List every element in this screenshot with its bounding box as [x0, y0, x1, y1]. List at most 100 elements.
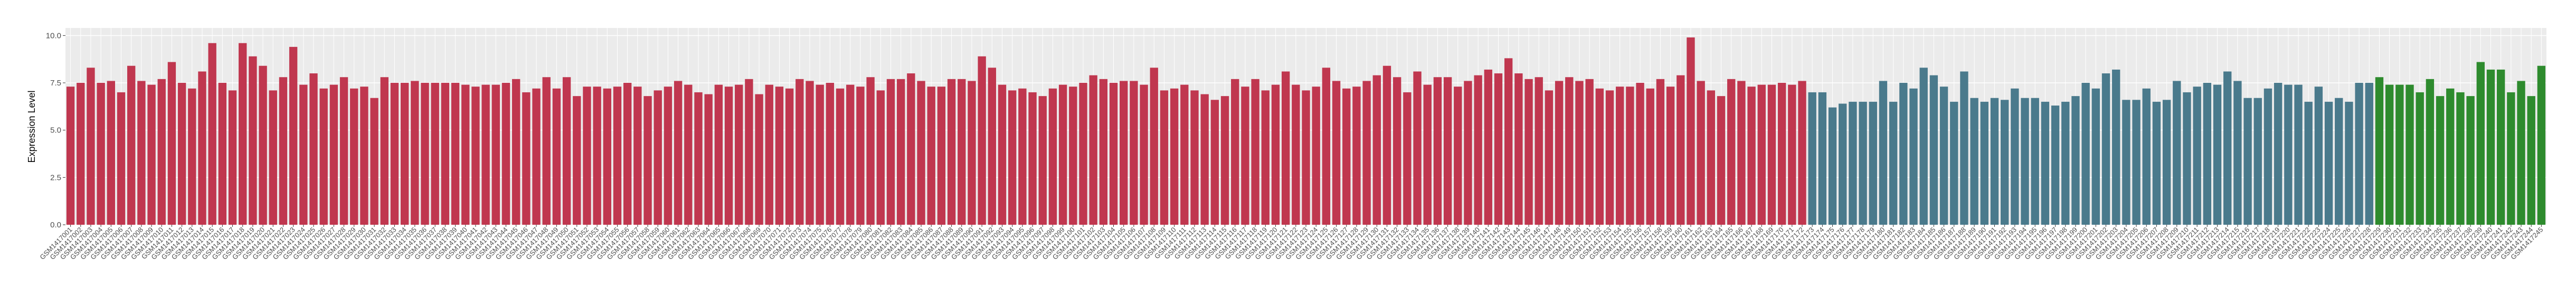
bar	[1464, 81, 1472, 225]
bar	[1048, 88, 1057, 225]
bar	[421, 83, 429, 225]
bar	[249, 56, 257, 225]
bar	[1677, 75, 1685, 225]
bar	[1646, 88, 1654, 225]
bar	[1403, 92, 1412, 225]
bar	[1514, 73, 1523, 225]
bar	[2335, 98, 2343, 225]
bar	[613, 87, 622, 225]
bar	[319, 88, 328, 225]
bar	[177, 83, 186, 225]
bar	[471, 87, 480, 225]
bar	[1150, 68, 1158, 225]
bar	[1828, 107, 1837, 225]
bar	[765, 84, 773, 225]
bar	[1869, 101, 1877, 225]
bar	[289, 46, 298, 225]
bar	[2345, 101, 2353, 225]
bar	[1616, 87, 1624, 225]
bar	[117, 92, 126, 225]
bar	[2203, 83, 2212, 225]
bar	[1180, 84, 1189, 225]
bar	[1808, 92, 1816, 225]
bar	[947, 79, 956, 225]
bar	[755, 94, 763, 225]
bar	[1322, 68, 1331, 225]
bar	[2071, 96, 2080, 225]
bar	[167, 62, 176, 225]
bar	[876, 90, 885, 225]
bar	[188, 88, 196, 225]
bar	[1687, 37, 1695, 225]
bar	[866, 77, 875, 225]
bar	[836, 88, 845, 225]
bar	[360, 87, 368, 225]
bar	[400, 83, 409, 225]
bar	[1879, 81, 1888, 225]
bar	[2152, 101, 2161, 225]
bar	[2294, 84, 2303, 225]
bar	[573, 96, 581, 225]
bar	[2021, 98, 2029, 225]
bar	[491, 84, 500, 225]
bar	[431, 83, 439, 225]
bar	[1220, 96, 1229, 225]
bar	[542, 77, 551, 225]
bar	[1595, 88, 1604, 225]
bar	[97, 83, 105, 225]
bar	[1089, 75, 1097, 225]
bar	[1939, 87, 1948, 225]
bar	[1777, 83, 1786, 225]
bar	[107, 81, 115, 225]
bar	[1281, 71, 1290, 225]
bar	[1697, 81, 1705, 225]
bar	[1382, 65, 1391, 225]
bar	[1423, 84, 1432, 225]
bar	[77, 83, 85, 225]
bar	[2173, 81, 2181, 225]
bar	[1109, 83, 1118, 225]
bar	[1302, 90, 1310, 225]
bar	[1535, 77, 1543, 225]
bar	[269, 90, 277, 225]
bar	[501, 83, 510, 225]
bar	[1140, 84, 1148, 225]
bar	[1859, 101, 1867, 225]
bar	[2081, 83, 2090, 225]
bar	[1292, 84, 1300, 225]
bar	[745, 79, 753, 225]
bar	[886, 79, 895, 225]
bar	[2183, 92, 2191, 225]
bar	[1960, 71, 1968, 225]
bar	[1717, 96, 1726, 225]
bar	[2213, 84, 2222, 225]
bar	[664, 87, 673, 225]
bar	[1737, 81, 1746, 225]
bar	[1454, 87, 1462, 225]
bar	[978, 56, 986, 225]
bar	[1494, 73, 1503, 225]
bar	[1120, 81, 1128, 225]
bar	[1524, 79, 1533, 225]
bar	[532, 88, 541, 225]
bar	[2365, 83, 2373, 225]
bar	[1241, 87, 1249, 225]
bar	[1707, 90, 1716, 225]
bar	[329, 84, 338, 225]
bar	[1909, 88, 1918, 225]
bar	[1200, 94, 1209, 225]
bar	[66, 87, 75, 225]
bar	[2314, 87, 2323, 225]
bar	[228, 90, 237, 225]
bar	[583, 87, 591, 225]
bar	[643, 96, 652, 225]
bar	[1099, 79, 1107, 225]
bar	[1585, 79, 1594, 225]
y-tick-label: 7.5	[50, 79, 61, 88]
bar	[2537, 65, 2546, 225]
bar	[1839, 103, 1847, 225]
bar	[562, 77, 571, 225]
bar	[1504, 58, 1513, 225]
bar	[1575, 81, 1584, 225]
